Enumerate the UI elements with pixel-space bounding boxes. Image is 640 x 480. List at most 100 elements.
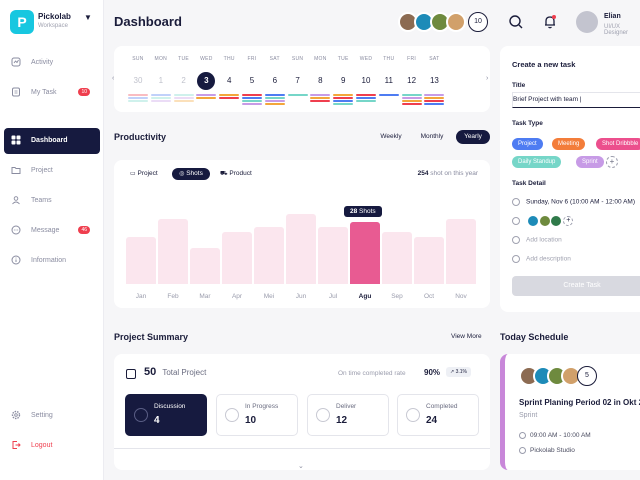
total-project-label: Total Project	[162, 368, 207, 377]
message-icon	[11, 225, 21, 235]
cal-event-bar	[242, 103, 262, 105]
bell-icon[interactable]	[542, 14, 558, 30]
sidebar: P Pickolab Workspace ▼ Activity My Task …	[0, 0, 104, 480]
view-more-link[interactable]: View More	[451, 333, 482, 340]
sidebar-item-dashboard[interactable]: Dashboard	[4, 128, 100, 154]
avatar[interactable]	[539, 216, 550, 226]
sidebar-item-teams[interactable]: Teams	[4, 188, 100, 214]
cal-event-bar	[356, 94, 376, 96]
chart-bar[interactable]	[254, 226, 284, 284]
cal-date[interactable]: 9	[340, 76, 346, 85]
filter-label: Product	[229, 170, 252, 177]
schedule-card[interactable]: 5 Sprint Planing Period 02 in Okt 2022 S…	[500, 354, 640, 470]
task-type-pill[interactable]: Shot Dribbble	[596, 138, 640, 150]
cal-event-bar	[424, 100, 445, 102]
assignees-row[interactable]: +	[512, 216, 574, 226]
send-icon	[316, 408, 330, 422]
sidebar-item-project[interactable]: Project	[4, 158, 100, 184]
task-type-pill[interactable]: Sprint	[576, 156, 604, 168]
avatar[interactable]	[446, 12, 466, 32]
task-type-pill[interactable]: Project	[512, 138, 543, 150]
sidebar-item-activity[interactable]: Activity	[4, 50, 100, 76]
tab-weekly[interactable]: Weekly	[380, 133, 402, 140]
chart-bar[interactable]	[318, 226, 348, 284]
cal-event-bar	[310, 100, 331, 102]
sidebar-item-message[interactable]: Message 46	[4, 218, 100, 244]
caret-down-icon[interactable]: ▼	[84, 13, 92, 22]
chart-x-label: Agu	[358, 293, 372, 300]
add-description-text: Add description	[526, 255, 571, 263]
schedule-people-count[interactable]: 5	[577, 366, 597, 386]
tab-yearly[interactable]: Yearly	[456, 130, 490, 144]
filter-project[interactable]: ▭ Project	[130, 168, 166, 180]
chart-bar[interactable]	[190, 247, 220, 284]
chart-bar[interactable]	[286, 213, 316, 284]
filter-shots[interactable]: ◎ Shots	[172, 168, 210, 180]
sidebar-item-information[interactable]: Information	[4, 248, 100, 274]
sidebar-item-mytask[interactable]: My Task 10	[4, 80, 100, 106]
cal-date[interactable]: 8	[318, 76, 323, 85]
team-count-badge[interactable]: 10	[468, 12, 488, 32]
cal-date[interactable]: 3	[197, 72, 216, 90]
stat-in-progress[interactable]: In Progress 10	[216, 394, 298, 436]
cal-date[interactable]: 1	[158, 76, 164, 85]
add-type-icon[interactable]: +	[606, 156, 618, 168]
cal-date[interactable]: 7	[295, 76, 300, 85]
add-assignee-icon[interactable]: +	[563, 216, 574, 226]
cal-date[interactable]: 12	[407, 76, 417, 85]
filter-product[interactable]: ⛟ Product	[220, 168, 260, 180]
cal-event-bar	[264, 103, 285, 105]
chart-bar[interactable]	[414, 237, 444, 284]
user-avatar[interactable]	[576, 11, 598, 33]
project-summary-title: Project Summary	[114, 332, 189, 342]
workspace-switcher[interactable]: P Pickolab Workspace ▼	[10, 10, 100, 36]
sidebar-item-logout[interactable]: Logout	[4, 433, 100, 459]
message-badge: 46	[78, 226, 90, 234]
cal-event-bar	[287, 94, 308, 96]
chart-bar[interactable]	[446, 219, 476, 284]
add-description-row[interactable]: Add description	[512, 255, 571, 263]
avatar[interactable]	[527, 216, 538, 226]
stat-completed[interactable]: Completed 24	[397, 394, 479, 436]
shot-stat-text: shot on this year	[430, 170, 478, 177]
stat-label: Deliver	[336, 403, 357, 410]
chart-bar[interactable]	[158, 219, 188, 284]
avatar[interactable]	[551, 216, 562, 226]
cal-date[interactable]: 5	[249, 76, 255, 85]
chart-bar[interactable]	[222, 232, 252, 284]
create-task-button[interactable]: Create Task	[512, 276, 640, 296]
cal-date[interactable]: 11	[384, 76, 393, 85]
tooltip-text: Shots	[359, 207, 376, 215]
cal-date[interactable]: 2	[181, 76, 186, 85]
chevron-down-icon[interactable]: ⌄	[298, 463, 304, 470]
stat-discussion[interactable]: Discussion 4	[125, 394, 207, 436]
logout-icon	[12, 441, 21, 449]
task-type-pill[interactable]: Daily Standup	[512, 156, 562, 168]
stat-deliver[interactable]: Deliver 12	[307, 394, 389, 436]
add-location-row[interactable]: Add location	[512, 236, 562, 244]
cal-day-label: THU	[223, 56, 235, 62]
cal-date[interactable]: 4	[226, 76, 232, 85]
chart-x-label: Jan	[135, 293, 147, 300]
cal-date[interactable]: 6	[272, 76, 278, 85]
teams-icon	[12, 196, 20, 205]
title-input[interactable]: Brief Project with team |	[512, 92, 640, 108]
cal-day-label: MON	[314, 56, 327, 62]
chevron-right-icon[interactable]: ›	[486, 75, 489, 82]
stat-value: 12	[336, 415, 348, 426]
trend-up-icon: ↗	[450, 369, 455, 375]
tab-monthly[interactable]: Monthly	[420, 133, 444, 140]
task-type-pill[interactable]: Meeting	[552, 138, 586, 150]
chart-bar[interactable]	[350, 221, 380, 284]
search-icon[interactable]	[508, 14, 524, 30]
chart-bar[interactable]	[382, 232, 412, 284]
cal-event-bar	[424, 97, 445, 99]
chevron-left-icon[interactable]: ‹	[112, 75, 115, 82]
cal-date[interactable]: 10	[361, 76, 371, 85]
sidebar-item-setting[interactable]: Setting	[4, 403, 100, 429]
cal-date[interactable]: 30	[133, 76, 143, 85]
page-title: Dashboard	[114, 14, 182, 29]
cal-date[interactable]: 13	[429, 76, 439, 85]
date-time-row[interactable]: Sunday, Nov 6 (10:00 AM - 12:00 AM)	[512, 198, 635, 206]
chart-bar[interactable]	[126, 237, 156, 284]
